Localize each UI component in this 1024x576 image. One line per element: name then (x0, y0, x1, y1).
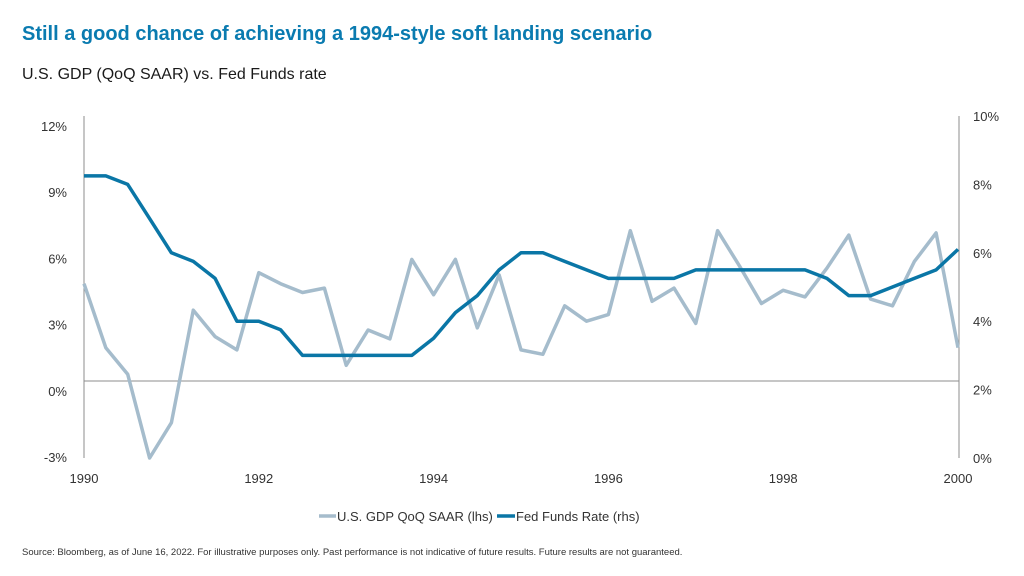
right-tick-label: 8% (973, 177, 992, 192)
left-tick-label: 6% (48, 251, 67, 266)
gdp-points (83, 230, 959, 459)
left-tick-label: 3% (48, 318, 67, 333)
right-tick-label: 4% (973, 314, 992, 329)
x-tick-labels: 1990 1992 1994 1996 1998 2000 (70, 471, 973, 486)
left-tick-label: -3% (44, 450, 68, 465)
source-note: Source: Bloomberg, as of June 16, 2022. … (22, 547, 682, 558)
axes (83, 116, 960, 458)
x-tick-label: 1992 (244, 471, 273, 486)
x-tick-label: 1996 (594, 471, 623, 486)
x-tick-label: 1994 (419, 471, 448, 486)
right-tick-label: 2% (973, 383, 992, 398)
right-tick-labels: 0% 2% 4% 6% 8% 10% (973, 109, 999, 466)
right-tick-label: 10% (973, 109, 999, 124)
legend: U.S. GDP QoQ SAAR (lhs) Fed Funds Rate (… (319, 509, 640, 524)
right-tick-label: 0% (973, 451, 992, 466)
left-tick-label: 0% (48, 384, 67, 399)
legend-label-fed: Fed Funds Rate (rhs) (516, 509, 640, 524)
x-tick-label: 1990 (70, 471, 99, 486)
legend-item-gdp: U.S. GDP QoQ SAAR (lhs) (319, 509, 493, 524)
x-tick-label: 1998 (769, 471, 798, 486)
right-tick-label: 6% (973, 246, 992, 261)
fed-funds-points (83, 175, 959, 356)
legend-label-gdp: U.S. GDP QoQ SAAR (lhs) (337, 509, 493, 524)
left-tick-label: 9% (48, 185, 67, 200)
series-lines (82, 174, 960, 460)
left-tick-label: 12% (41, 119, 67, 134)
chart-subtitle: U.S. GDP (QoQ SAAR) vs. Fed Funds rate (22, 66, 327, 83)
x-tick-label: 2000 (944, 471, 973, 486)
left-tick-labels: -3% 0% 3% 6% 9% 12% (41, 119, 67, 465)
chart-title: Still a good chance of achieving a 1994-… (22, 23, 652, 45)
gdp-series-line (82, 228, 960, 460)
legend-item-fed: Fed Funds Rate (rhs) (497, 509, 640, 524)
